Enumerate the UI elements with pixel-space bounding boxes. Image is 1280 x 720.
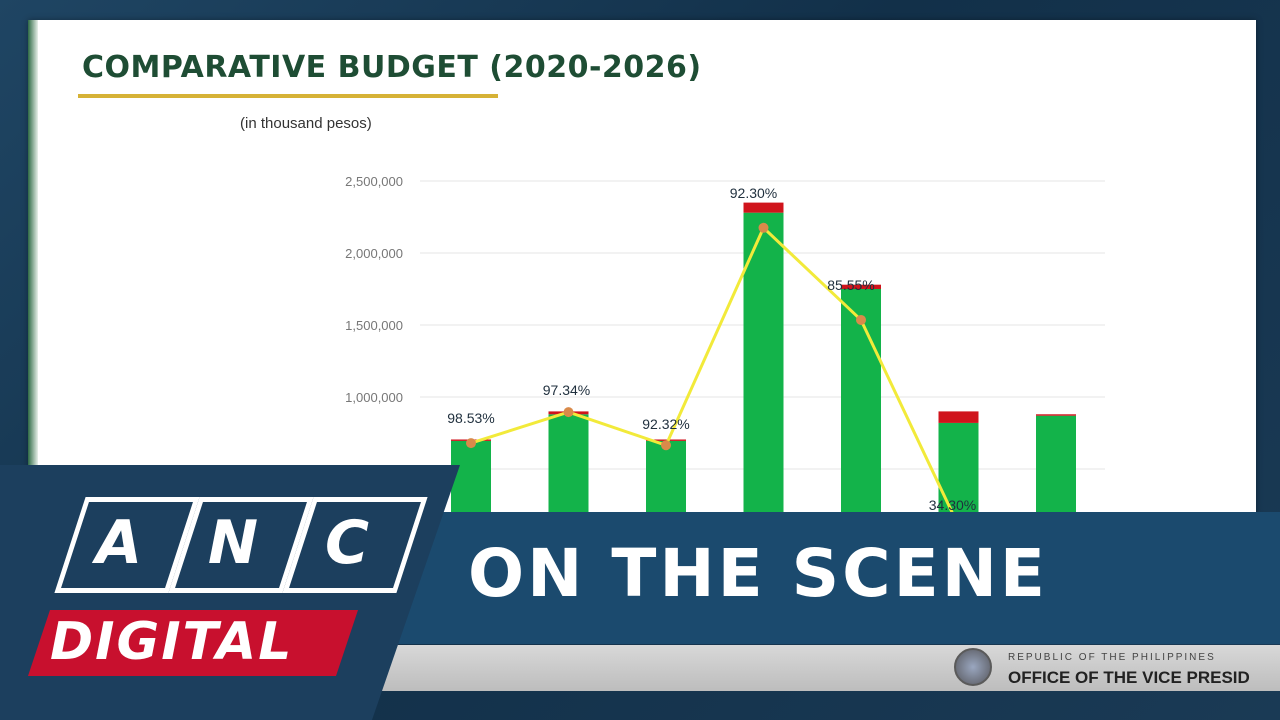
bar-allotment — [743, 212, 784, 541]
footer-office-text: OFFICE OF THE VICE PRESID — [1008, 668, 1250, 687]
digital-bar — [28, 610, 358, 676]
anc-letter-a: A — [95, 508, 143, 578]
slide-title: COMPARATIVE BUDGET (2020-2026) — [82, 50, 702, 85]
y-tick-label: 1,500,000 — [345, 318, 403, 333]
utilization-label: 34.30% — [929, 497, 976, 513]
slide-footer-bar — [378, 645, 1280, 691]
utilization-point — [466, 438, 476, 449]
utilization-label: 98.53% — [447, 410, 494, 426]
bar-unused — [646, 439, 686, 441]
digital-logo-text: DIGITAL — [50, 612, 294, 672]
bar-unused — [938, 411, 979, 423]
utilization-label: 92.32% — [642, 416, 689, 432]
y-tick-label: 2,500,000 — [345, 174, 403, 189]
utilization-label: 92.30% — [730, 185, 777, 201]
title-underline — [78, 94, 498, 98]
bar-unused — [743, 202, 784, 213]
ovp-seal-icon — [954, 648, 992, 686]
y-tick-label: 2,000,000 — [345, 246, 403, 261]
bar-unused — [841, 284, 881, 289]
bar-unused — [1036, 414, 1076, 416]
headline-bar — [380, 512, 1280, 644]
logo-panel — [0, 465, 460, 720]
chart-unit-label: (in thousand pesos) — [240, 115, 372, 132]
utilization-point — [856, 314, 866, 325]
anc-letter-c: C — [324, 508, 370, 578]
footer-republic-text: REPUBLIC OF THE PHILIPPINES — [1008, 652, 1216, 663]
anc-letter-n: N — [207, 508, 259, 578]
utilization-label: 85.55% — [827, 277, 874, 293]
utilization-point — [661, 440, 671, 451]
slide-left-edge — [28, 20, 38, 465]
utilization-line — [470, 225, 960, 527]
utilization-point — [758, 222, 769, 233]
utilization-label: 97.34% — [543, 382, 590, 398]
headline-text: ON THE SCENE — [468, 535, 1049, 612]
utilization-point — [563, 407, 574, 418]
y-tick-label: 1,000,000 — [345, 390, 403, 405]
bar-allotment — [841, 289, 881, 541]
